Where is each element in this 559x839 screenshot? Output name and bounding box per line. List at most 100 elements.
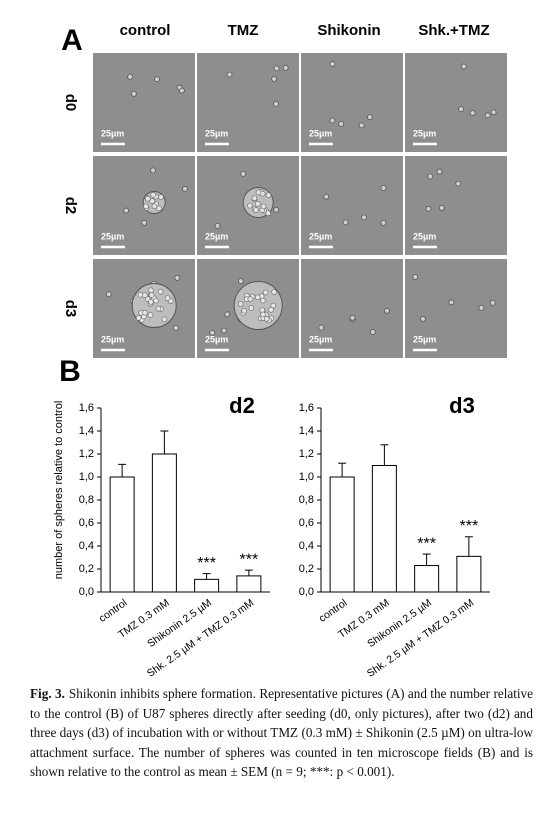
cell <box>484 112 491 119</box>
sphere-cell <box>148 287 154 294</box>
cell <box>412 274 419 280</box>
sphere-cell <box>271 289 277 295</box>
sphere-cell <box>241 307 248 314</box>
cell <box>182 185 188 192</box>
cell <box>438 205 445 211</box>
scale-bar-label: 25µm <box>205 128 228 138</box>
chart-title: d3 <box>449 393 475 418</box>
sphere-cell <box>158 194 164 200</box>
sphere-cell <box>141 292 148 298</box>
cell <box>154 76 160 83</box>
cell <box>237 278 244 285</box>
significance: *** <box>460 518 479 535</box>
scale-bar-label: 25µm <box>309 334 332 344</box>
sphere-cell <box>144 195 151 202</box>
sphere-cell <box>143 203 149 210</box>
y-tick-label: 0,2 <box>299 563 314 575</box>
sphere-cell <box>142 309 148 316</box>
caption-label: Fig. 3. <box>30 686 65 701</box>
cell <box>369 329 376 335</box>
cell <box>127 73 134 80</box>
bar <box>414 565 440 593</box>
scale-bar-label: 25µm <box>413 334 436 344</box>
sphere-cell <box>164 295 171 301</box>
y-tick-label: 0,0 <box>299 586 314 598</box>
caption-text: Shikonin inhibits sphere formation. Repr… <box>30 686 533 779</box>
sphere-cell <box>161 316 168 323</box>
cell <box>425 205 432 212</box>
cell <box>342 219 349 226</box>
y-axis-label: number of spheres relative to control <box>53 401 65 580</box>
sphere-cell <box>147 312 154 318</box>
cell <box>329 117 336 124</box>
micrograph <box>405 53 507 152</box>
cell <box>380 184 387 191</box>
y-tick-label: 0,0 <box>79 586 94 598</box>
bar <box>109 476 135 593</box>
cell <box>469 110 476 116</box>
row-label: d3 <box>62 300 79 318</box>
cell <box>272 100 279 107</box>
scale-bar-label: 25µm <box>413 231 436 241</box>
y-tick-label: 0,6 <box>79 517 94 529</box>
cell <box>273 65 280 72</box>
y-tick-label: 1,0 <box>79 471 94 483</box>
cell <box>478 304 485 311</box>
chart-title: d2 <box>229 393 255 418</box>
sphere-cell <box>153 297 159 304</box>
bar <box>236 575 262 593</box>
sphere-cell <box>265 210 271 216</box>
y-tick-label: 0,8 <box>299 494 314 506</box>
cell <box>240 170 247 177</box>
cell <box>420 316 426 322</box>
cell <box>338 120 345 127</box>
cell <box>436 168 443 175</box>
micrograph <box>405 259 507 358</box>
sphere <box>131 283 177 329</box>
sphere-cell <box>156 205 162 212</box>
sphere-cell <box>149 198 156 204</box>
cell <box>460 63 467 70</box>
cell <box>273 206 280 213</box>
cell <box>366 114 373 121</box>
y-tick-label: 0,2 <box>79 563 94 575</box>
scale-bar-label: 25µm <box>101 128 124 138</box>
sphere-cell <box>260 203 267 210</box>
cell <box>209 329 216 336</box>
cell <box>282 64 289 71</box>
scale-bar-label: 25µm <box>101 231 124 241</box>
x-tick-label: control <box>97 597 130 625</box>
sphere-cell <box>268 307 274 313</box>
panel-label: B <box>59 355 81 388</box>
cell <box>105 291 112 298</box>
significance: *** <box>197 555 216 572</box>
cell <box>455 180 462 187</box>
cell <box>214 222 221 229</box>
cell <box>490 109 497 116</box>
cell <box>173 324 179 331</box>
cell <box>458 106 464 113</box>
y-tick-label: 0,4 <box>299 540 314 552</box>
sphere-cell <box>247 296 254 302</box>
sphere-cell <box>260 311 266 318</box>
y-tick-label: 1,6 <box>79 402 94 414</box>
scale-bar-label: 25µm <box>205 334 228 344</box>
sphere-cell <box>150 192 156 198</box>
sphere-cell <box>135 315 142 321</box>
bar <box>371 465 397 593</box>
cell <box>380 219 387 226</box>
column-header: Shikonin <box>317 22 380 39</box>
y-tick-label: 1,2 <box>299 448 314 460</box>
y-tick-label: 1,0 <box>299 471 314 483</box>
caption: Fig. 3. Shikonin inhibits sphere formatio… <box>30 684 533 782</box>
y-tick-label: 1,6 <box>299 402 314 414</box>
sphere-cell <box>251 195 258 202</box>
scale-bar-label: 25µm <box>413 128 436 138</box>
cell <box>130 91 137 97</box>
cell <box>384 307 390 314</box>
scale-bar-label: 25µm <box>205 231 228 241</box>
sphere-cell <box>253 207 259 213</box>
sphere-cell <box>151 203 158 210</box>
cell <box>318 324 325 331</box>
